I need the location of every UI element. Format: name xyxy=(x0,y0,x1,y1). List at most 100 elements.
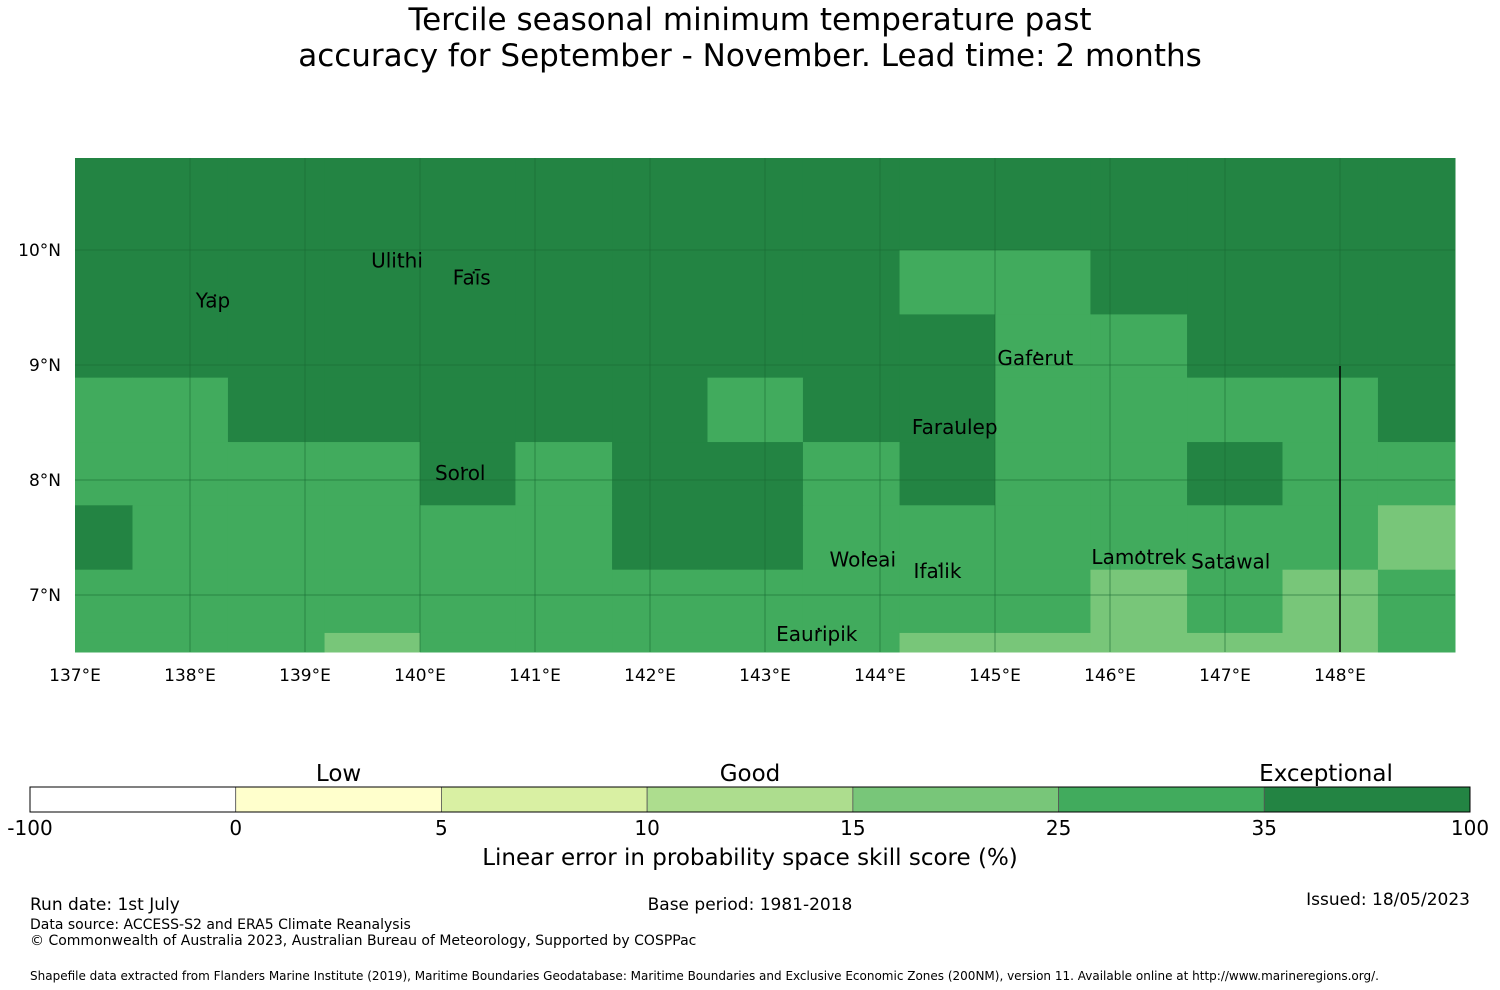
place-label: Satawal xyxy=(1191,550,1270,574)
grid-cell xyxy=(324,377,421,443)
longitude-tick-label: 141°E xyxy=(509,666,561,686)
place-labels: Ulithi Faīs Yap Gaferut Faraulep Sorol Woleai I… xyxy=(195,248,1271,646)
grid-cell xyxy=(899,314,996,379)
colorbar-swatch xyxy=(1263,786,1471,813)
grid-cell xyxy=(707,377,804,443)
place-label: Woleai xyxy=(829,547,896,571)
colorbar-tick-label: 5 xyxy=(435,816,448,840)
graticule xyxy=(75,158,1455,652)
longitude-tick-label: 143°E xyxy=(739,666,791,686)
grid-cell xyxy=(515,569,613,634)
title-line-1: Tercile seasonal minimum temperature pas… xyxy=(408,2,1092,38)
grid-cell xyxy=(1377,569,1456,634)
grid-cell xyxy=(707,569,804,634)
grid-cell xyxy=(515,377,613,443)
grid-cell xyxy=(1282,442,1379,506)
grid-cell xyxy=(612,505,708,571)
colorbar-category-label: Good xyxy=(720,761,781,787)
place-label: Yap xyxy=(195,289,230,313)
grid-cell xyxy=(420,569,516,634)
grid-cell xyxy=(227,505,326,571)
colorbar xyxy=(29,786,1471,813)
island-marker xyxy=(938,564,941,567)
grid-cell xyxy=(802,442,901,506)
grid-cell xyxy=(1090,569,1188,634)
grid-cell xyxy=(132,442,229,506)
grid-cell xyxy=(612,314,708,379)
grid-cell xyxy=(420,158,516,251)
grid-cell xyxy=(707,158,804,251)
grid-cell xyxy=(227,377,326,443)
place-label: Gaferut xyxy=(997,346,1073,370)
grid-cell xyxy=(227,442,326,506)
island-marker xyxy=(1036,351,1039,355)
grid-cell xyxy=(707,505,804,571)
colorbar-swatch xyxy=(646,786,854,813)
map-title: Tercile seasonal minimum temperature pas… xyxy=(0,2,1500,74)
longitude-tick-label: 144°E xyxy=(854,666,906,686)
place-label: Sorol xyxy=(435,461,486,485)
longitude-tick-label: 148°E xyxy=(1314,666,1366,686)
grid-cell xyxy=(324,158,421,251)
grid-cell xyxy=(1187,505,1283,571)
grid-cell xyxy=(515,632,613,653)
grid-cell xyxy=(1282,250,1379,315)
colorbar-categories: Low Good Exceptional xyxy=(316,761,1393,787)
skill-grid xyxy=(75,158,1456,653)
grid-cell xyxy=(1282,505,1379,571)
grid-cell xyxy=(995,442,1091,506)
grid-cell xyxy=(612,569,708,634)
grid-cell xyxy=(1377,442,1456,506)
island-marker xyxy=(1139,550,1142,554)
latitude-tick-label: 7°N xyxy=(29,586,61,606)
grid-cell xyxy=(1187,250,1283,315)
grid-cell xyxy=(1377,632,1456,653)
grid-cell xyxy=(899,377,996,443)
colorbar-swatch xyxy=(441,786,648,813)
grid-cell xyxy=(1090,158,1188,251)
grid-cell xyxy=(227,632,326,653)
grid-cell xyxy=(1282,377,1379,443)
grid-cell xyxy=(420,377,516,443)
colorbar-title: Linear error in probability space skill … xyxy=(482,845,1018,871)
grid-cell xyxy=(132,632,229,653)
colorbar-tick-label: 10 xyxy=(634,816,659,840)
grid-cell xyxy=(612,442,708,506)
longitude-tick-label: 146°E xyxy=(1084,666,1136,686)
grid-cell xyxy=(75,505,133,571)
place-label: Ifalik xyxy=(914,559,962,583)
grid-cell xyxy=(995,250,1091,315)
grid-cell xyxy=(1377,250,1456,315)
latitude-tick-label: 9°N xyxy=(29,356,61,376)
colorbar-swatch xyxy=(1058,786,1265,813)
grid-cell xyxy=(995,314,1091,379)
grid-cell xyxy=(802,314,901,379)
longitude-tick-label: 145°E xyxy=(969,666,1021,686)
grid-cell xyxy=(324,442,421,506)
grid-cell xyxy=(612,158,708,251)
colorbar-category-label: Low xyxy=(316,761,361,787)
grid-cell xyxy=(1377,314,1456,379)
grid-cell xyxy=(324,250,421,315)
grid-cell xyxy=(995,377,1091,443)
title-line-2: accuracy for September - November. Lead … xyxy=(298,38,1202,74)
grid-cell xyxy=(899,505,996,571)
grid-cell xyxy=(420,442,516,506)
place-label: Ulithi xyxy=(371,248,423,272)
grid-cell xyxy=(324,314,421,379)
longitude-tick-label: 142°E xyxy=(624,666,676,686)
grid-cell xyxy=(1187,314,1283,379)
grid-cell xyxy=(1187,442,1283,506)
grid-cell xyxy=(995,158,1091,251)
grid-cell xyxy=(227,158,326,251)
grid-cell xyxy=(324,505,421,571)
place-label: Lamotrek xyxy=(1091,545,1186,569)
grid-cell xyxy=(1377,505,1456,571)
grid-cell xyxy=(1187,632,1283,653)
latitude-tick-labels: 10°N 9°N 8°N 7°N xyxy=(18,241,61,606)
grid-cell xyxy=(802,505,901,571)
grid-cell xyxy=(75,314,133,379)
colorbar-swatch xyxy=(29,786,237,813)
grid-cell xyxy=(1090,442,1188,506)
